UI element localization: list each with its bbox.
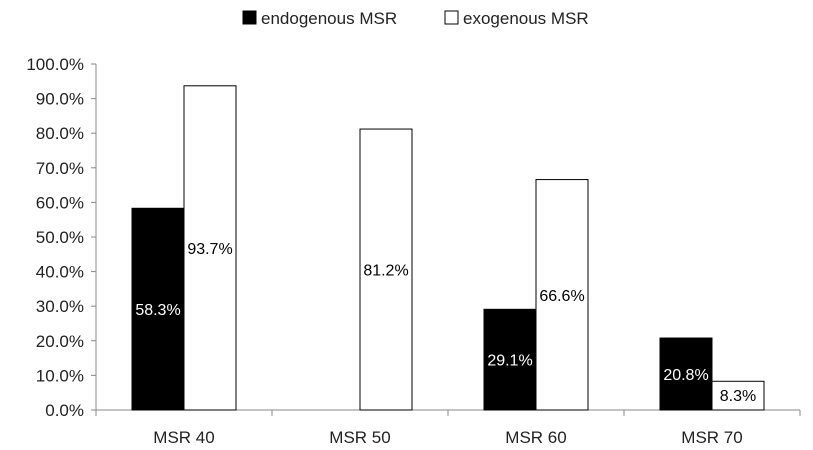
x-category-label: MSR 60 [505, 428, 566, 447]
data-label: 58.3% [135, 302, 180, 319]
data-labels: 58.3% 29.1% 20.8% 93.7% 81.2% 66.6% 8.3% [135, 241, 756, 405]
data-label: 29.1% [487, 353, 532, 370]
legend-swatch [242, 10, 257, 25]
legend-label: exogenous MSR [463, 9, 589, 28]
y-tick-label: 20.0% [36, 332, 84, 351]
bars [131, 85, 765, 411]
y-tick-label: 40.0% [36, 263, 84, 282]
data-label: 66.6% [539, 288, 584, 305]
y-tick-label: 90.0% [36, 90, 84, 109]
y-tick-label: 80.0% [36, 124, 84, 143]
y-axis: 0.0% 10.0% 20.0% 30.0% 40.0% 50.0% 60.0% 70.0% 8… [26, 55, 97, 420]
data-label: 20.8% [663, 367, 708, 384]
data-label: 8.3% [720, 388, 756, 405]
data-label: 81.2% [363, 263, 408, 280]
x-category-label: MSR 40 [153, 428, 214, 447]
y-tick-label: 30.0% [36, 297, 84, 316]
bar-endogenous [131, 207, 185, 411]
x-axis: MSR 40 MSR 50 MSR 60 MSR 70 [95, 409, 801, 447]
y-tick-label: 0.0% [45, 401, 84, 420]
legend-label: endogenous MSR [261, 9, 397, 28]
bar-exogenous [359, 128, 413, 411]
legend-swatch [444, 10, 459, 25]
y-tick-label: 70.0% [36, 159, 84, 178]
y-tick-label: 60.0% [36, 193, 84, 212]
bar-endogenous [483, 308, 537, 411]
y-tick-label: 10.0% [36, 366, 84, 385]
bar-endogenous [659, 337, 713, 411]
x-category-label: MSR 50 [329, 428, 390, 447]
data-label: 93.7% [187, 241, 232, 258]
bar-exogenous [711, 380, 765, 411]
bar-exogenous [535, 179, 589, 411]
y-tick-label: 100.0% [26, 55, 84, 74]
x-category-label: MSR 70 [681, 428, 742, 447]
y-tick-label: 50.0% [36, 228, 84, 247]
legend: endogenous MSR exogenous MSR [242, 9, 589, 28]
bar-exogenous [183, 85, 237, 411]
